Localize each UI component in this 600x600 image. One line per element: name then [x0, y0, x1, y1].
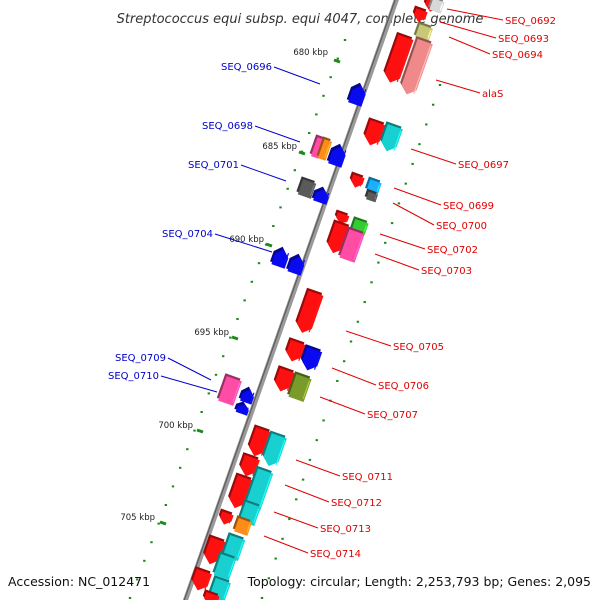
gene-label-seq-0705: SEQ_0705	[393, 342, 444, 353]
gene-label-seq-0707: SEQ_0707	[367, 410, 418, 421]
tick-700: 700 kbp	[158, 421, 204, 434]
gene-seq-0696	[346, 82, 367, 107]
forward-gene-labels: SEQ_0692 SEQ_0693 SEQ_0694 alaS SEQ_0697…	[310, 16, 556, 560]
gene-label-seq-0703: SEQ_0703	[421, 266, 472, 277]
gene-seq-0715a	[191, 566, 212, 591]
tick-680: 680 kbp	[293, 48, 341, 64]
gene-label-alas: alaS	[482, 89, 503, 100]
gene-label-seq-0697: SEQ_0697	[458, 160, 509, 171]
gene-seq-0692b	[428, 0, 445, 14]
genome-title: Streptococcus equi subsp. equi 4047, com…	[117, 12, 484, 27]
gene-alas-a	[383, 31, 414, 83]
accession-label: Accession: NC_012471	[8, 574, 150, 589]
gene-seq-0699a	[349, 171, 365, 188]
tick-label-680: 680 kbp	[293, 48, 328, 58]
tick-690: 690 kbp	[229, 235, 273, 248]
gene-seq-0705	[295, 287, 324, 333]
gene-alas-b	[400, 36, 433, 95]
gene-seq-0713b	[232, 515, 252, 536]
gene-seq-0712a	[228, 472, 253, 509]
tick-label-700: 700 kbp	[158, 421, 193, 431]
gene-seq-0712b	[243, 465, 274, 512]
gene-label-seq-0698: SEQ_0698	[202, 121, 253, 132]
gene-label-seq-0693: SEQ_0693	[498, 34, 549, 45]
gene-seq-0697b	[380, 121, 403, 152]
gene-seq-0694	[412, 5, 428, 22]
gene-label-seq-0696: SEQ_0696	[221, 62, 272, 73]
gene-seq-0702a	[334, 209, 350, 224]
gene-seq-0706b	[300, 344, 323, 371]
gene-label-seq-0713: SEQ_0713	[320, 524, 371, 535]
gene-seq-0711b	[262, 430, 287, 467]
tick-label-685: 685 kbp	[262, 142, 297, 152]
gene-label-seq-0712: SEQ_0712	[331, 498, 382, 509]
tick-695: 695 kbp	[194, 328, 239, 341]
gene-label-seq-0704: SEQ_0704	[162, 229, 213, 240]
tick-685: 685 kbp	[262, 142, 306, 156]
gene-label-seq-0694: SEQ_0694	[492, 50, 543, 61]
gene-label-seq-0692: SEQ_0692	[505, 16, 556, 27]
reverse-leader-lines	[160, 66, 321, 393]
gene-seq-0704a	[270, 246, 290, 269]
gene-seq-0714c	[212, 551, 237, 581]
gene-label-seq-0701: SEQ_0701	[188, 160, 239, 171]
topology-label: Topology: circular; Length: 2,253,793 bp…	[247, 574, 591, 589]
gene-label-seq-0711: SEQ_0711	[342, 472, 393, 483]
gene-seq-0711a	[247, 424, 272, 457]
gene-seq-0709b	[238, 386, 255, 405]
gene-seq-0701b	[311, 186, 330, 205]
gene-seq-0713a	[218, 508, 234, 525]
gene-seq-0704b	[286, 253, 306, 276]
tick-label-690: 690 kbp	[229, 235, 264, 245]
gene-seq-0703b	[338, 226, 365, 263]
gene-seq-0716	[202, 589, 220, 600]
gene-label-seq-0702: SEQ_0702	[427, 245, 478, 256]
position-ticks: 680 kbp 685 kbp 690 kbp 695 kbp 700 kbp …	[120, 48, 341, 526]
gene-seq-0698b	[316, 136, 333, 161]
gene-seq-0709	[216, 373, 242, 406]
gene-label-seq-0714: SEQ_0714	[310, 549, 361, 560]
tick-label-695: 695 kbp	[194, 328, 229, 338]
tick-label-705: 705 kbp	[120, 513, 155, 523]
tick-705: 705 kbp	[120, 513, 167, 526]
gene-label-seq-0699: SEQ_0699	[443, 201, 494, 212]
reverse-gene-labels: SEQ_0696 SEQ_0698 SEQ_0701 SEQ_0704 SEQ_…	[108, 62, 272, 382]
gene-label-seq-0709: SEQ_0709	[115, 353, 166, 364]
gene-label-seq-0700: SEQ_0700	[436, 221, 487, 232]
forward-leader-lines	[263, 8, 504, 554]
gene-seq-0698c	[326, 143, 347, 168]
gene-seq-0710	[234, 401, 249, 416]
gene-label-seq-0706: SEQ_0706	[378, 381, 429, 392]
gene-features	[191, 0, 445, 600]
gene-label-seq-0710: SEQ_0710	[108, 371, 159, 382]
gene-seq-0700	[364, 188, 379, 203]
gene-seq-0706a	[285, 337, 306, 362]
gene-seq-0701a	[296, 176, 317, 199]
gene-seq-0707b	[287, 371, 312, 402]
